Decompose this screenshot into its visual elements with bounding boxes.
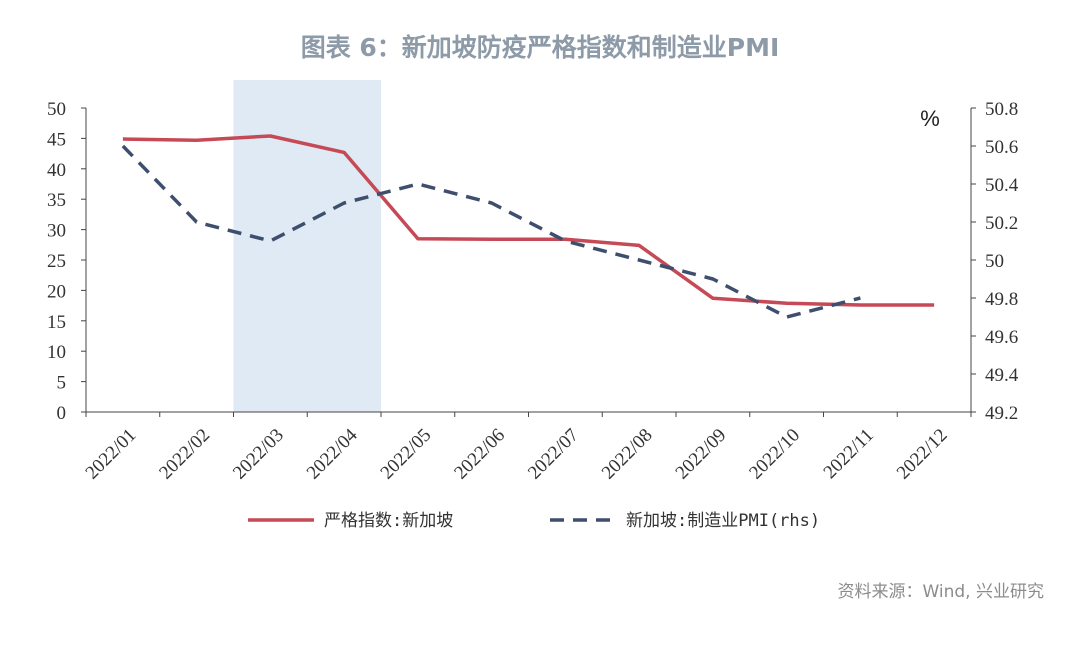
legend-label: 严格指数:新加坡 [324, 511, 453, 531]
x-tick-label: 2022/10 [745, 425, 804, 484]
series-line-stringency [122, 134, 935, 307]
left-tick-label: 25 [47, 251, 66, 272]
left-tick-label: 5 [57, 373, 67, 394]
x-tick-label: 2022/11 [820, 425, 878, 483]
shaded-region-layer [233, 80, 381, 412]
left-tick-label: 30 [47, 221, 66, 242]
source-note: 资料来源：Wind, 兴业研究 [837, 582, 1044, 602]
right-axis-unit: % [920, 106, 940, 131]
left-tick-label: 50 [47, 99, 66, 120]
left-tick-label: 45 [47, 129, 66, 150]
right-tick-label: 49.6 [985, 327, 1018, 348]
x-tick-label: 2022/02 [155, 425, 214, 484]
axis-layer: 0 5 10 15 20 25 30 35 40 45 50 49.2 49.4 49.6 49.8 50 50… [47, 99, 1019, 484]
shaded-period [233, 80, 381, 412]
left-tick-label: 35 [47, 190, 66, 211]
x-tick-label: 2022/01 [82, 425, 141, 484]
right-tick-label: 50.2 [985, 213, 1018, 234]
legend: 严格指数:新加坡 新加坡:制造业PMI(rhs) [248, 511, 820, 531]
left-tick-label: 20 [47, 281, 66, 302]
series-layer [121, 134, 935, 319]
right-tick-label: 49.4 [985, 365, 1019, 386]
x-tick-label: 2022/08 [598, 425, 657, 484]
x-tick-label: 2022/12 [893, 425, 952, 484]
right-tick-label: 49.8 [985, 289, 1018, 310]
right-tick-label: 50.4 [985, 175, 1019, 196]
left-tick-label: 40 [47, 160, 66, 181]
left-tick-label: 10 [47, 342, 66, 363]
legend-label: 新加坡:制造业PMI(rhs) [626, 511, 820, 531]
chart-title: 图表 6：新加坡防疫严格指数和制造业PMI [300, 33, 780, 62]
left-tick-label: 15 [47, 312, 66, 333]
x-tick-label: 2022/07 [524, 425, 583, 484]
right-tick-label: 50.6 [985, 137, 1018, 158]
x-tick-label: 2022/04 [303, 424, 362, 483]
x-tick-label: 2022/05 [377, 425, 436, 484]
right-tick-label: 50.8 [985, 99, 1018, 120]
right-tick-label: 49.2 [985, 403, 1018, 424]
x-tick-label: 2022/03 [229, 425, 288, 484]
left-tick-label: 0 [57, 403, 67, 424]
x-tick-label: 2022/06 [450, 425, 509, 484]
right-tick-label: 50 [985, 251, 1004, 272]
x-tick-label: 2022/09 [672, 425, 731, 484]
